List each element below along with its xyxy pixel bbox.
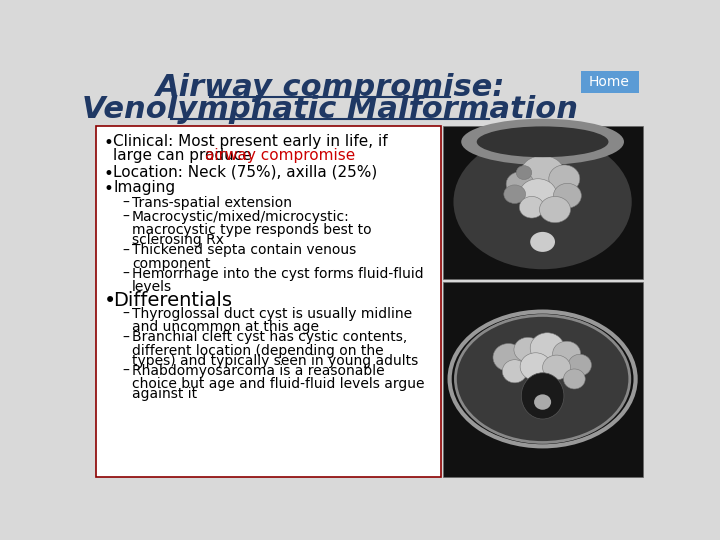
Text: component: component: [132, 256, 210, 271]
Text: types) and typically seen in young adults: types) and typically seen in young adult…: [132, 354, 418, 368]
Ellipse shape: [504, 185, 526, 204]
Ellipse shape: [520, 353, 551, 381]
Ellipse shape: [456, 315, 630, 442]
Ellipse shape: [530, 333, 564, 363]
Ellipse shape: [514, 338, 542, 362]
FancyBboxPatch shape: [443, 126, 642, 279]
Ellipse shape: [539, 197, 570, 222]
Text: •: •: [104, 165, 114, 183]
Text: Differentials: Differentials: [113, 291, 233, 310]
Text: different location (depending on the: different location (depending on the: [132, 343, 384, 357]
Text: Home: Home: [589, 75, 630, 89]
Ellipse shape: [530, 232, 555, 252]
Text: Thyroglossal duct cyst is usually midline: Thyroglossal duct cyst is usually midlin…: [132, 307, 412, 321]
Ellipse shape: [521, 156, 564, 190]
Text: Clinical: Most present early in life, if: Clinical: Most present early in life, if: [113, 134, 388, 149]
Text: choice but age and fluid-fluid levels argue: choice but age and fluid-fluid levels ar…: [132, 377, 424, 392]
Ellipse shape: [568, 354, 591, 376]
Text: large can produce: large can produce: [113, 148, 257, 163]
Text: levels: levels: [132, 280, 172, 294]
Text: –: –: [122, 364, 130, 379]
Text: against it: against it: [132, 387, 197, 401]
Ellipse shape: [521, 373, 564, 419]
Ellipse shape: [493, 343, 524, 372]
Text: sclerosing Rx: sclerosing Rx: [132, 233, 224, 247]
Ellipse shape: [516, 166, 532, 179]
Ellipse shape: [454, 134, 631, 269]
Text: –: –: [122, 330, 130, 345]
Text: and uncommon at this age: and uncommon at this age: [132, 320, 319, 334]
Text: •: •: [104, 134, 114, 152]
Text: Airway compromise:: Airway compromise:: [156, 73, 505, 103]
Ellipse shape: [554, 184, 581, 208]
Ellipse shape: [477, 126, 608, 157]
Ellipse shape: [543, 355, 570, 380]
Ellipse shape: [519, 179, 557, 210]
Text: Thickened septa contain venous: Thickened septa contain venous: [132, 244, 356, 258]
Ellipse shape: [506, 172, 534, 197]
Text: •: •: [104, 291, 116, 311]
Text: Hemorrhage into the cyst forms fluid-fluid: Hemorrhage into the cyst forms fluid-flu…: [132, 267, 423, 281]
Ellipse shape: [462, 119, 624, 165]
Text: Location: Neck (75%), axilla (25%): Location: Neck (75%), axilla (25%): [113, 165, 377, 180]
Text: Branchial cleft cyst has cystic contents,: Branchial cleft cyst has cystic contents…: [132, 330, 407, 345]
FancyBboxPatch shape: [443, 282, 642, 477]
Text: –: –: [122, 195, 130, 210]
Ellipse shape: [519, 197, 544, 218]
Text: –: –: [122, 267, 130, 281]
Text: Macrocystic/mixed/microcystic:: Macrocystic/mixed/microcystic:: [132, 210, 350, 224]
Ellipse shape: [549, 165, 580, 193]
Text: airway compromise: airway compromise: [205, 148, 356, 163]
Text: •: •: [104, 180, 114, 198]
Ellipse shape: [553, 341, 580, 366]
Text: Imaging: Imaging: [113, 180, 176, 195]
Text: macrocystic type responds best to: macrocystic type responds best to: [132, 222, 372, 237]
Text: –: –: [122, 210, 130, 224]
Text: Trans-spatial extension: Trans-spatial extension: [132, 195, 292, 210]
Text: –: –: [122, 244, 130, 258]
FancyBboxPatch shape: [96, 126, 441, 477]
Text: –: –: [122, 307, 130, 321]
Text: Venolymphatic Malformation: Venolymphatic Malformation: [82, 95, 578, 124]
Ellipse shape: [564, 369, 585, 389]
FancyBboxPatch shape: [580, 71, 639, 92]
Ellipse shape: [534, 394, 551, 410]
Ellipse shape: [503, 360, 527, 383]
Text: Rhabdomyosarcoma is a reasonable: Rhabdomyosarcoma is a reasonable: [132, 364, 384, 379]
